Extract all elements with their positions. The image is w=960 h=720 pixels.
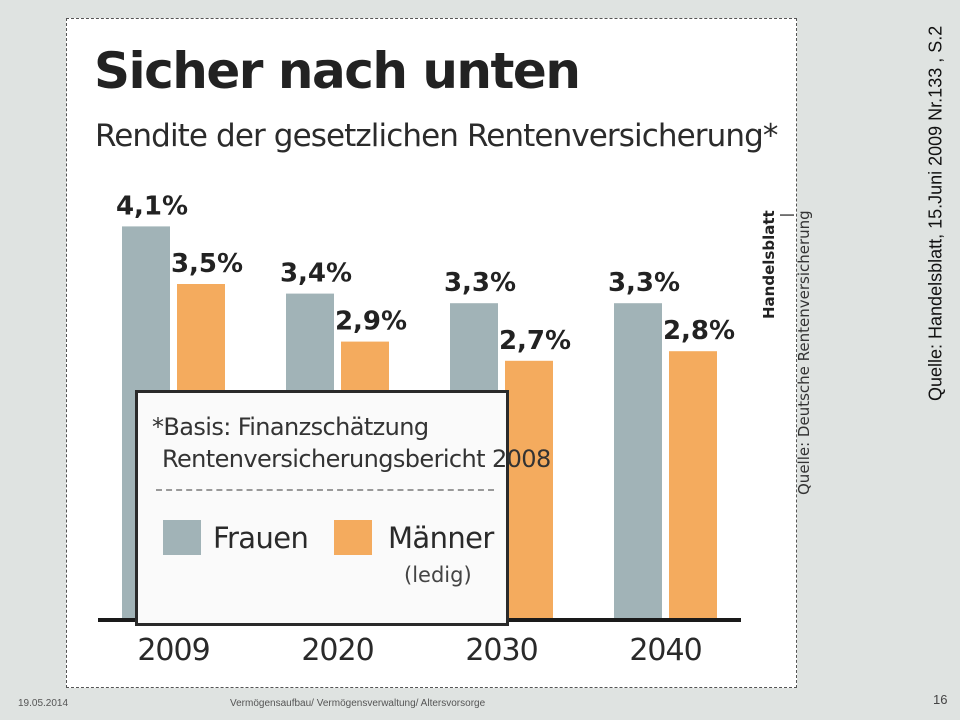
credit-source: Quelle: Deutsche Rentenversicherung [795,210,813,495]
x-tick-label-2030: 2030 [465,633,537,668]
data-label-frauen-2040: 3,3% [608,268,680,298]
source-credit: Handelsblatt | Quelle: Deutsche Rentenve… [760,210,813,620]
data-label-frauen-2030: 3,3% [444,268,516,298]
credit-brand: Handelsblatt [760,210,778,319]
bar-maenner-2030 [505,360,553,620]
bar-maenner-2040 [669,351,717,620]
footnote: *Basis: Finanzschätzung Rentenversicheru… [152,411,551,475]
data-label-maenner-2030: 2,7% [499,326,571,356]
legend-label-frauen: Frauen [213,521,309,555]
footer-text: Vermögensaufbau/ Vermögensverwaltung/ Al… [230,698,486,709]
chart-subtitle: Rendite der gesetzlichen Rentenversicher… [95,118,778,154]
data-label-maenner-2040: 2,8% [663,316,735,346]
credit-separator: | [778,213,795,217]
legend-box: *Basis: Finanzschätzung Rentenversicheru… [135,390,551,626]
bar-frauen-2040 [614,303,662,620]
x-tick-label-2009: 2009 [137,633,209,668]
footnote-line-2: Rentenversicherungsbericht 2008 [162,445,551,473]
footer-date: 19.05.2014 [18,698,69,709]
data-label-frauen-2009: 4,1% [116,191,188,221]
page-number: 16 [933,692,948,707]
chart-title: Sicher nach unten [94,42,581,100]
legend-swatch-frauen [163,520,201,555]
legend-divider [156,489,494,491]
legend-label-maenner: Männer [388,521,494,555]
data-label-frauen-2020: 3,4% [280,259,352,289]
x-tick-label-2040: 2040 [629,633,701,668]
legend-note-ledig: (ledig) [404,563,472,587]
side-source-note: Quelle: Handelsblatt, 15.Juni 2009 Nr.13… [925,26,946,402]
footnote-line-1: *Basis: Finanzschätzung [152,413,429,441]
data-label-maenner-2009: 3,5% [171,249,243,279]
data-label-maenner-2020: 2,9% [335,307,407,337]
x-tick-label-2020: 2020 [301,633,373,668]
legend-swatch-maenner [334,520,372,555]
